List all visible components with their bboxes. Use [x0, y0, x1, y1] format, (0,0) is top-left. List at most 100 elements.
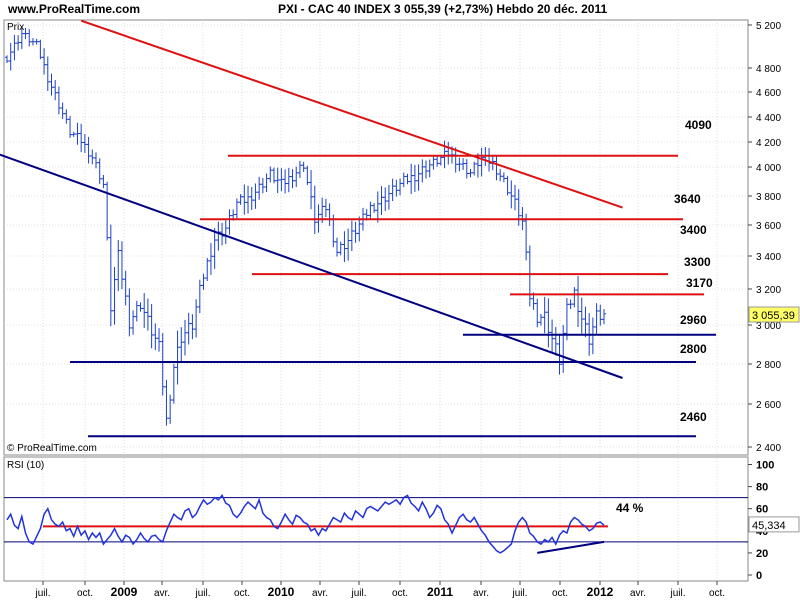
ohlc-bar	[424, 160, 429, 179]
ohlc-bar	[372, 202, 377, 213]
ohlc-bar	[171, 363, 176, 404]
y-tick-label: 4 200	[756, 138, 781, 149]
level-label-2460: 2460	[680, 410, 707, 424]
ohlc-bar	[294, 166, 299, 188]
ohlc-bar	[23, 27, 28, 40]
ohlc-bar	[583, 306, 588, 338]
ohlc-bar	[464, 159, 469, 179]
ohlc-bar	[160, 333, 165, 396]
level-label-2960: 2960	[680, 313, 707, 327]
ohlc-bar	[19, 27, 24, 49]
ohlc-bar	[301, 161, 306, 172]
ohlc-bar	[157, 328, 162, 352]
x-tick-label: oct.	[77, 588, 93, 599]
price-panel	[3, 19, 749, 456]
ohlc-bar	[105, 181, 110, 241]
ohlc-bar	[602, 309, 606, 325]
ohlc-bar	[579, 297, 584, 334]
ohlc-bar	[182, 319, 187, 356]
ohlc-bar	[97, 158, 102, 184]
ohlc-bar	[509, 180, 514, 209]
level-label-3170: 3170	[686, 276, 713, 290]
ohlc-bar	[501, 172, 506, 183]
ohlc-bar	[86, 136, 91, 164]
y-tick-label: 3 800	[756, 192, 781, 203]
ohlc-bar	[323, 198, 328, 218]
ohlc-bar	[27, 28, 32, 47]
ohlc-bar	[208, 243, 213, 275]
ohlc-bar	[12, 34, 17, 61]
ohlc-bar	[568, 299, 573, 310]
ohlc-bar	[227, 209, 232, 235]
ohlc-bar	[498, 168, 503, 182]
ohlc-bar	[457, 157, 462, 172]
level-label-3640: 3640	[674, 192, 701, 206]
x-tick-label: oct.	[392, 588, 408, 599]
ohlc-bar	[505, 175, 510, 196]
ohlc-bar	[379, 186, 384, 215]
chart-header-info: PXI - CAC 40 INDEX 3 055,39 (+2,73%) Heb…	[278, 2, 608, 16]
level-label-4090: 4090	[685, 118, 712, 132]
ohlc-bar	[338, 241, 343, 256]
ohlc-bar	[386, 184, 391, 210]
level-label-3300: 3300	[684, 255, 711, 269]
rsi-last-label: 45,334	[752, 520, 786, 532]
ohlc-bar	[398, 178, 403, 196]
x-tick-label: avr.	[154, 588, 170, 599]
ohlc-bar	[194, 299, 199, 338]
x-tick-label: oct.	[709, 588, 725, 599]
ohlc-bar	[8, 42, 13, 71]
ohlc-bar	[346, 228, 351, 261]
ohlc-bar	[264, 173, 269, 193]
site-title: www.ProRealTime.com	[8, 2, 141, 16]
ohlc-bar	[390, 178, 395, 202]
ohlc-bar	[472, 161, 477, 176]
y-tick-label: 3 600	[756, 221, 781, 232]
level-label-2800: 2800	[680, 342, 707, 356]
ohlc-bar	[71, 131, 76, 137]
ohlc-bar	[513, 184, 518, 211]
ohlc-bar	[416, 164, 421, 191]
ohlc-bar	[527, 245, 532, 307]
ohlc-bar	[594, 303, 599, 336]
ohlc-bar	[290, 169, 295, 189]
ohlc-bar	[260, 177, 265, 194]
ohlc-bar	[197, 279, 202, 314]
ohlc-bar	[271, 167, 276, 184]
rsi-y-tick-label: 20	[756, 548, 768, 560]
y-tick-label: 4 800	[756, 64, 781, 75]
ohlc-bar	[242, 184, 247, 215]
ohlc-bar	[75, 122, 80, 145]
ohlc-bar	[538, 314, 543, 326]
ohlc-bar	[375, 191, 380, 223]
ohlc-bar	[368, 201, 373, 220]
ohlc-bar	[153, 323, 158, 350]
ohlc-bar	[494, 156, 499, 181]
ohlc-bar	[286, 167, 291, 193]
rsi-y-tick-label: 80	[756, 482, 768, 494]
y-tick-label: 2 600	[756, 400, 781, 411]
rsi-y-tick-label: 60	[756, 504, 768, 516]
ohlc-bar	[116, 239, 121, 292]
ohlc-bar	[68, 116, 73, 138]
ohlc-bar	[275, 167, 280, 194]
ohlc-bar	[101, 174, 106, 189]
ohlc-bar	[312, 185, 317, 234]
trendline-navy	[0, 153, 623, 379]
ohlc-bar	[305, 165, 310, 186]
trendline-red	[80, 19, 623, 209]
rsi-trendline	[537, 540, 605, 554]
y-tick-label: 2 800	[756, 360, 781, 371]
ohlc-bar	[138, 302, 143, 312]
rsi-y-tick-label: 100	[756, 460, 774, 472]
ohlc-bar	[576, 275, 581, 327]
ohlc-bar	[283, 169, 288, 194]
ohlc-bar	[249, 186, 254, 211]
ohlc-bar	[145, 298, 150, 331]
ohlc-bar	[561, 324, 566, 373]
ohlc-bar	[238, 194, 243, 205]
ohlc-bar	[405, 173, 410, 185]
ohlc-bar	[127, 288, 132, 337]
ohlc-bar	[253, 183, 258, 209]
